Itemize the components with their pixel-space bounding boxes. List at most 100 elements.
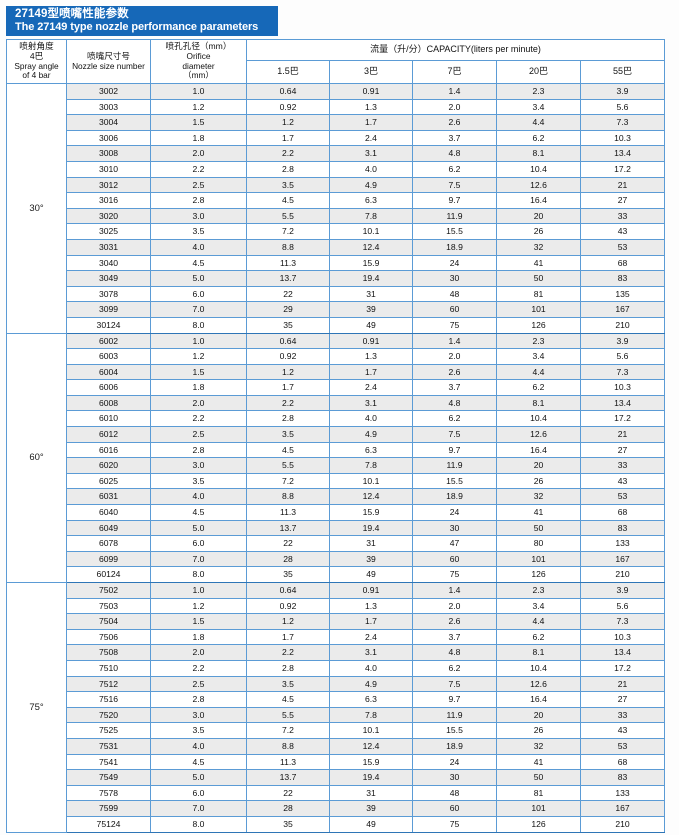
capacity-1_5bar-cell: 35 xyxy=(246,815,330,833)
capacity-55bar-cell: 13.4 xyxy=(580,394,665,412)
capacity-1_5bar-cell: 0.64 xyxy=(246,582,330,599)
capacity-20bar-cell: 4.4 xyxy=(496,114,581,131)
orifice-diameter-cell: 5.0 xyxy=(150,519,247,537)
capacity-7bar-cell: 60 xyxy=(412,800,497,817)
capacity-55bar-cell: 133 xyxy=(580,535,665,552)
capacity-20bar-cell: 81 xyxy=(496,285,581,303)
capacity-20bar-cell: 16.4 xyxy=(496,192,581,209)
table-row: 7525 3.5 7.2 10.1 15.5 26 43 xyxy=(7,722,665,739)
capacity-7bar-cell: 60 xyxy=(412,301,497,318)
title-chinese: 27149型喷嘴性能参数 xyxy=(15,8,129,20)
capacity-3bar-cell: 19.4 xyxy=(329,769,413,786)
orifice-diameter-cell: 5.0 xyxy=(150,769,247,786)
capacity-3bar-cell: 10.1 xyxy=(329,722,413,739)
nozzle-size-cell: 7531 xyxy=(66,737,151,755)
orifice-diameter-cell: 3.5 xyxy=(150,722,247,739)
capacity-7bar-cell: 9.7 xyxy=(412,691,497,708)
table-row: 7531 4.0 8.8 12.4 18.9 32 53 xyxy=(7,737,665,755)
capacity-7bar-cell: 24 xyxy=(412,254,497,272)
capacity-3bar-cell: 39 xyxy=(329,550,413,568)
table-row: 3010 2.2 2.8 4.0 6.2 10.4 17.2 xyxy=(7,160,665,178)
capacity-7bar-cell: 15.5 xyxy=(412,472,497,490)
capacity-55bar-cell: 167 xyxy=(580,550,665,568)
capacity-7bar-cell: 11.9 xyxy=(412,457,497,474)
orifice-diameter-cell: 4.0 xyxy=(150,737,247,755)
nozzle-size-cell: 6049 xyxy=(66,519,151,537)
capacity-3bar-cell: 3.1 xyxy=(329,145,413,162)
capacity-7bar-cell: 6.2 xyxy=(412,410,497,428)
table-row: 30° 3002 1.0 0.64 0.91 1.4 2.3 3.9 xyxy=(6,83,665,334)
nozzle-size-cell: 30124 xyxy=(66,316,151,334)
capacity-1_5bar-cell: 5.5 xyxy=(246,207,330,225)
capacity-3bar-cell: 4.0 xyxy=(329,160,413,178)
table-row: 6010 2.2 2.8 4.0 6.2 10.4 17.2 xyxy=(7,410,665,428)
spec-table-wrapper: 喷射角度 4巴 Spray angle of 4 bar 喷嘴尺寸号 Nozzl… xyxy=(6,39,665,833)
nozzle-size-cell: 6003 xyxy=(66,348,151,365)
spray-angle-cell: 75° xyxy=(6,582,67,833)
capacity-3bar-cell: 1.3 xyxy=(329,348,413,365)
capacity-1_5bar-cell: 0.64 xyxy=(246,83,330,100)
capacity-3bar-cell: 49 xyxy=(329,566,413,583)
nozzle-size-cell: 6006 xyxy=(66,379,151,396)
nozzle-size-cell: 6099 xyxy=(66,550,151,568)
capacity-55bar-cell: 13.4 xyxy=(580,145,665,162)
capacity-55bar-cell: 10.3 xyxy=(580,628,665,646)
capacity-20bar-cell: 126 xyxy=(496,566,581,583)
capacity-7bar-cell: 3.7 xyxy=(412,129,497,147)
capacity-20bar-cell: 26 xyxy=(496,722,581,739)
header-row-pressures: 1.5巴 3巴 7巴 20巴 55巴 xyxy=(7,60,665,84)
table-row: 60° 6002 1.0 0.64 0.91 1.4 2.3 3.9 xyxy=(6,332,665,583)
orifice-diameter-cell: 2.8 xyxy=(150,691,247,708)
orifice-diameter-cell: 2.8 xyxy=(150,441,247,459)
table-row: 6006 1.8 1.7 2.4 3.7 6.2 10.3 xyxy=(7,379,665,396)
nozzle-size-cell: 6040 xyxy=(66,504,151,521)
orifice-diameter-cell: 4.5 xyxy=(150,504,247,521)
nozzle-size-cell: 6020 xyxy=(66,457,151,474)
orifice-diameter-cell: 1.5 xyxy=(150,114,247,131)
capacity-20bar-cell: 2.3 xyxy=(496,83,581,100)
capacity-20bar-cell: 32 xyxy=(496,488,581,506)
capacity-7bar-cell: 18.9 xyxy=(412,737,497,755)
orifice-diameter-cell: 2.2 xyxy=(150,659,247,677)
nozzle-size-cell: 6031 xyxy=(66,488,151,506)
table-row: 7541 4.5 11.3 15.9 24 41 68 xyxy=(7,753,665,771)
nozzle-size-cell: 3016 xyxy=(66,192,151,209)
capacity-7bar-cell: 2.0 xyxy=(412,597,497,615)
table-row: 3004 1.5 1.2 1.7 2.6 4.4 7.3 xyxy=(7,114,665,131)
nozzle-size-cell: 3012 xyxy=(66,176,151,194)
capacity-7bar-cell: 11.9 xyxy=(412,207,497,225)
capacity-20bar-cell: 12.6 xyxy=(496,176,581,194)
capacity-55bar-cell: 135 xyxy=(580,285,665,303)
capacity-1_5bar-cell: 8.8 xyxy=(246,238,330,256)
capacity-55bar-cell: 43 xyxy=(580,722,665,739)
capacity-20bar-cell: 50 xyxy=(496,270,581,287)
capacity-55bar-cell: 7.3 xyxy=(580,363,665,381)
nozzle-size-cell: 6025 xyxy=(66,472,151,490)
nozzle-size-cell: 75124 xyxy=(66,815,151,833)
table-row: 3016 2.8 4.5 6.3 9.7 16.4 27 xyxy=(7,192,665,209)
capacity-1_5bar-cell: 4.5 xyxy=(246,192,330,209)
table-row: 3020 3.0 5.5 7.8 11.9 20 33 xyxy=(7,207,665,225)
table-row: 6078 6.0 22 31 47 80 133 xyxy=(7,535,665,552)
capacity-7bar-cell: 18.9 xyxy=(412,488,497,506)
table-row: 7516 2.8 4.5 6.3 9.7 16.4 27 xyxy=(7,691,665,708)
capacity-3bar-cell: 7.8 xyxy=(329,706,413,724)
orifice-diameter-cell: 1.5 xyxy=(150,613,247,630)
capacity-3bar-cell: 4.9 xyxy=(329,426,413,443)
capacity-1_5bar-cell: 8.8 xyxy=(246,737,330,755)
capacity-1_5bar-cell: 1.7 xyxy=(246,379,330,396)
table-row: 6004 1.5 1.2 1.7 2.6 4.4 7.3 xyxy=(7,363,665,381)
capacity-7bar-cell: 47 xyxy=(412,535,497,552)
capacity-1_5bar-cell: 2.8 xyxy=(246,160,330,178)
orifice-diameter-cell: 7.0 xyxy=(150,800,247,817)
capacity-20bar-cell: 26 xyxy=(496,223,581,240)
header-orifice-en2: diameter xyxy=(182,60,215,71)
capacity-55bar-cell: 5.6 xyxy=(580,98,665,116)
capacity-20bar-cell: 8.1 xyxy=(496,145,581,162)
capacity-20bar-cell: 81 xyxy=(496,784,581,802)
capacity-1_5bar-cell: 13.7 xyxy=(246,769,330,786)
capacity-1_5bar-cell: 2.2 xyxy=(246,145,330,162)
table-row: 6016 2.8 4.5 6.3 9.7 16.4 27 xyxy=(7,441,665,459)
header-nozzle-size-en: Nozzle size number xyxy=(72,60,145,71)
capacity-1_5bar-cell: 7.2 xyxy=(246,472,330,490)
